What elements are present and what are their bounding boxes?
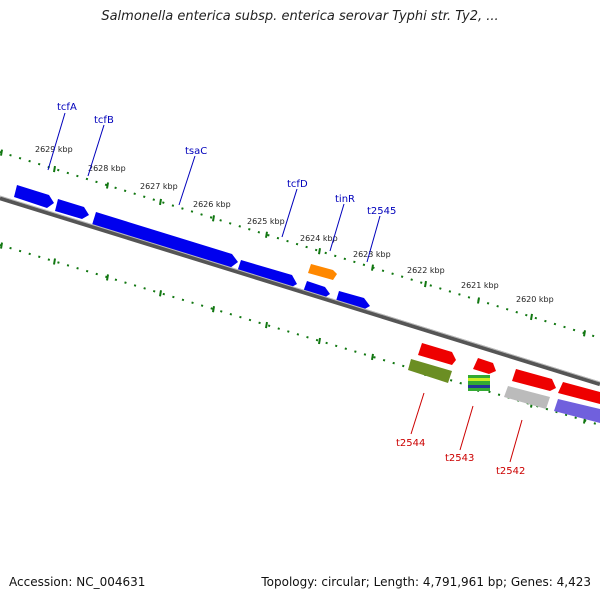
kbp-label: 2626 kbp — [193, 200, 231, 209]
gene-label-t2542[interactable]: t2542 — [496, 466, 525, 477]
major-tick — [318, 248, 321, 255]
gene-stripe-blue — [468, 385, 490, 388]
major-tick — [106, 182, 109, 189]
gene-arrow-olive[interactable] — [408, 359, 452, 383]
kbp-label: 2624 kbp — [300, 234, 338, 243]
kbp-label: 2625 kbp — [247, 217, 285, 226]
reverse-gene-pointers — [410, 392, 523, 463]
gene-arrow-reverse-unlabeled[interactable] — [558, 382, 600, 404]
reverse-gene-labels: t2544 t2543 t2542 — [396, 438, 525, 477]
kbp-label: 2623 kbp — [353, 250, 391, 259]
gene-arrow-tcfB[interactable] — [55, 199, 89, 219]
gene-label-tcfB[interactable]: tcfB — [94, 115, 114, 126]
gene-block-multicolor[interactable] — [468, 375, 490, 391]
gene-label-t2543[interactable]: t2543 — [445, 453, 474, 464]
gene-label-tsaC[interactable]: tsaC — [185, 146, 207, 157]
kbp-label: 2620 kbp — [516, 295, 554, 304]
major-tick — [0, 149, 3, 156]
gene-arrow-t2544[interactable] — [418, 343, 456, 365]
major-tick — [371, 353, 374, 361]
major-tick — [159, 290, 162, 297]
major-tick — [265, 321, 268, 329]
map-title: Salmonella enterica subsp. enterica sero… — [101, 9, 499, 24]
major-tick — [0, 242, 3, 249]
major-tick — [318, 337, 321, 345]
reverse-genes — [408, 343, 600, 423]
major-tick — [530, 313, 533, 321]
forward-gene-pointers — [47, 112, 381, 263]
major-tick — [371, 264, 374, 271]
major-tick — [212, 215, 215, 222]
major-tick — [424, 280, 427, 288]
major-tick — [53, 165, 56, 173]
major-tick — [477, 297, 480, 304]
gene-arrow-tcfA[interactable] — [14, 185, 54, 208]
gene-arrow-grey[interactable] — [504, 386, 550, 409]
gene-label-tcfD[interactable]: tcfD — [287, 179, 308, 190]
backbone — [0, 195, 600, 387]
gene-stripe-yellow — [468, 378, 490, 381]
gene-arrow-t2542[interactable] — [512, 369, 556, 391]
gene-arrow-tinR[interactable] — [308, 264, 337, 280]
major-tick — [106, 274, 109, 281]
gene-label-t2544[interactable]: t2544 — [396, 438, 425, 449]
major-tick — [212, 306, 215, 313]
outer-major-ticks — [0, 149, 586, 337]
kbp-label: 2628 kbp — [88, 164, 126, 173]
kbp-label: 2627 kbp — [140, 182, 178, 191]
major-tick — [53, 258, 56, 265]
kbp-label: 2622 kbp — [407, 266, 445, 275]
forward-genes — [14, 185, 370, 310]
gene-label-t2545[interactable]: t2545 — [367, 206, 396, 217]
major-tick — [159, 198, 162, 206]
gene-arrow-t2543[interactable] — [473, 358, 496, 374]
major-tick — [265, 231, 268, 238]
forward-gene-labels: tcfA tcfB tsaC tcfD tinR t2545 — [57, 102, 396, 217]
gene-arrow-unlabeled-1[interactable] — [237, 260, 297, 288]
gene-arrow-t2545[interactable] — [336, 291, 370, 310]
kbp-label: 2621 kbp — [461, 281, 499, 290]
accession-label: Accession: NC_004631 — [9, 575, 146, 589]
outer-tick-track — [0, 149, 600, 339]
gene-arrow-tsaC[interactable] — [92, 212, 238, 268]
genome-stats-label: Topology: circular; Length: 4,791,961 bp… — [261, 575, 591, 589]
gene-label-tinR[interactable]: tinR — [335, 194, 355, 205]
gene-label-tcfA[interactable]: tcfA — [57, 102, 77, 113]
gene-arrow-purple[interactable] — [554, 399, 600, 423]
major-tick — [583, 330, 586, 337]
inner-major-ticks — [0, 242, 586, 424]
